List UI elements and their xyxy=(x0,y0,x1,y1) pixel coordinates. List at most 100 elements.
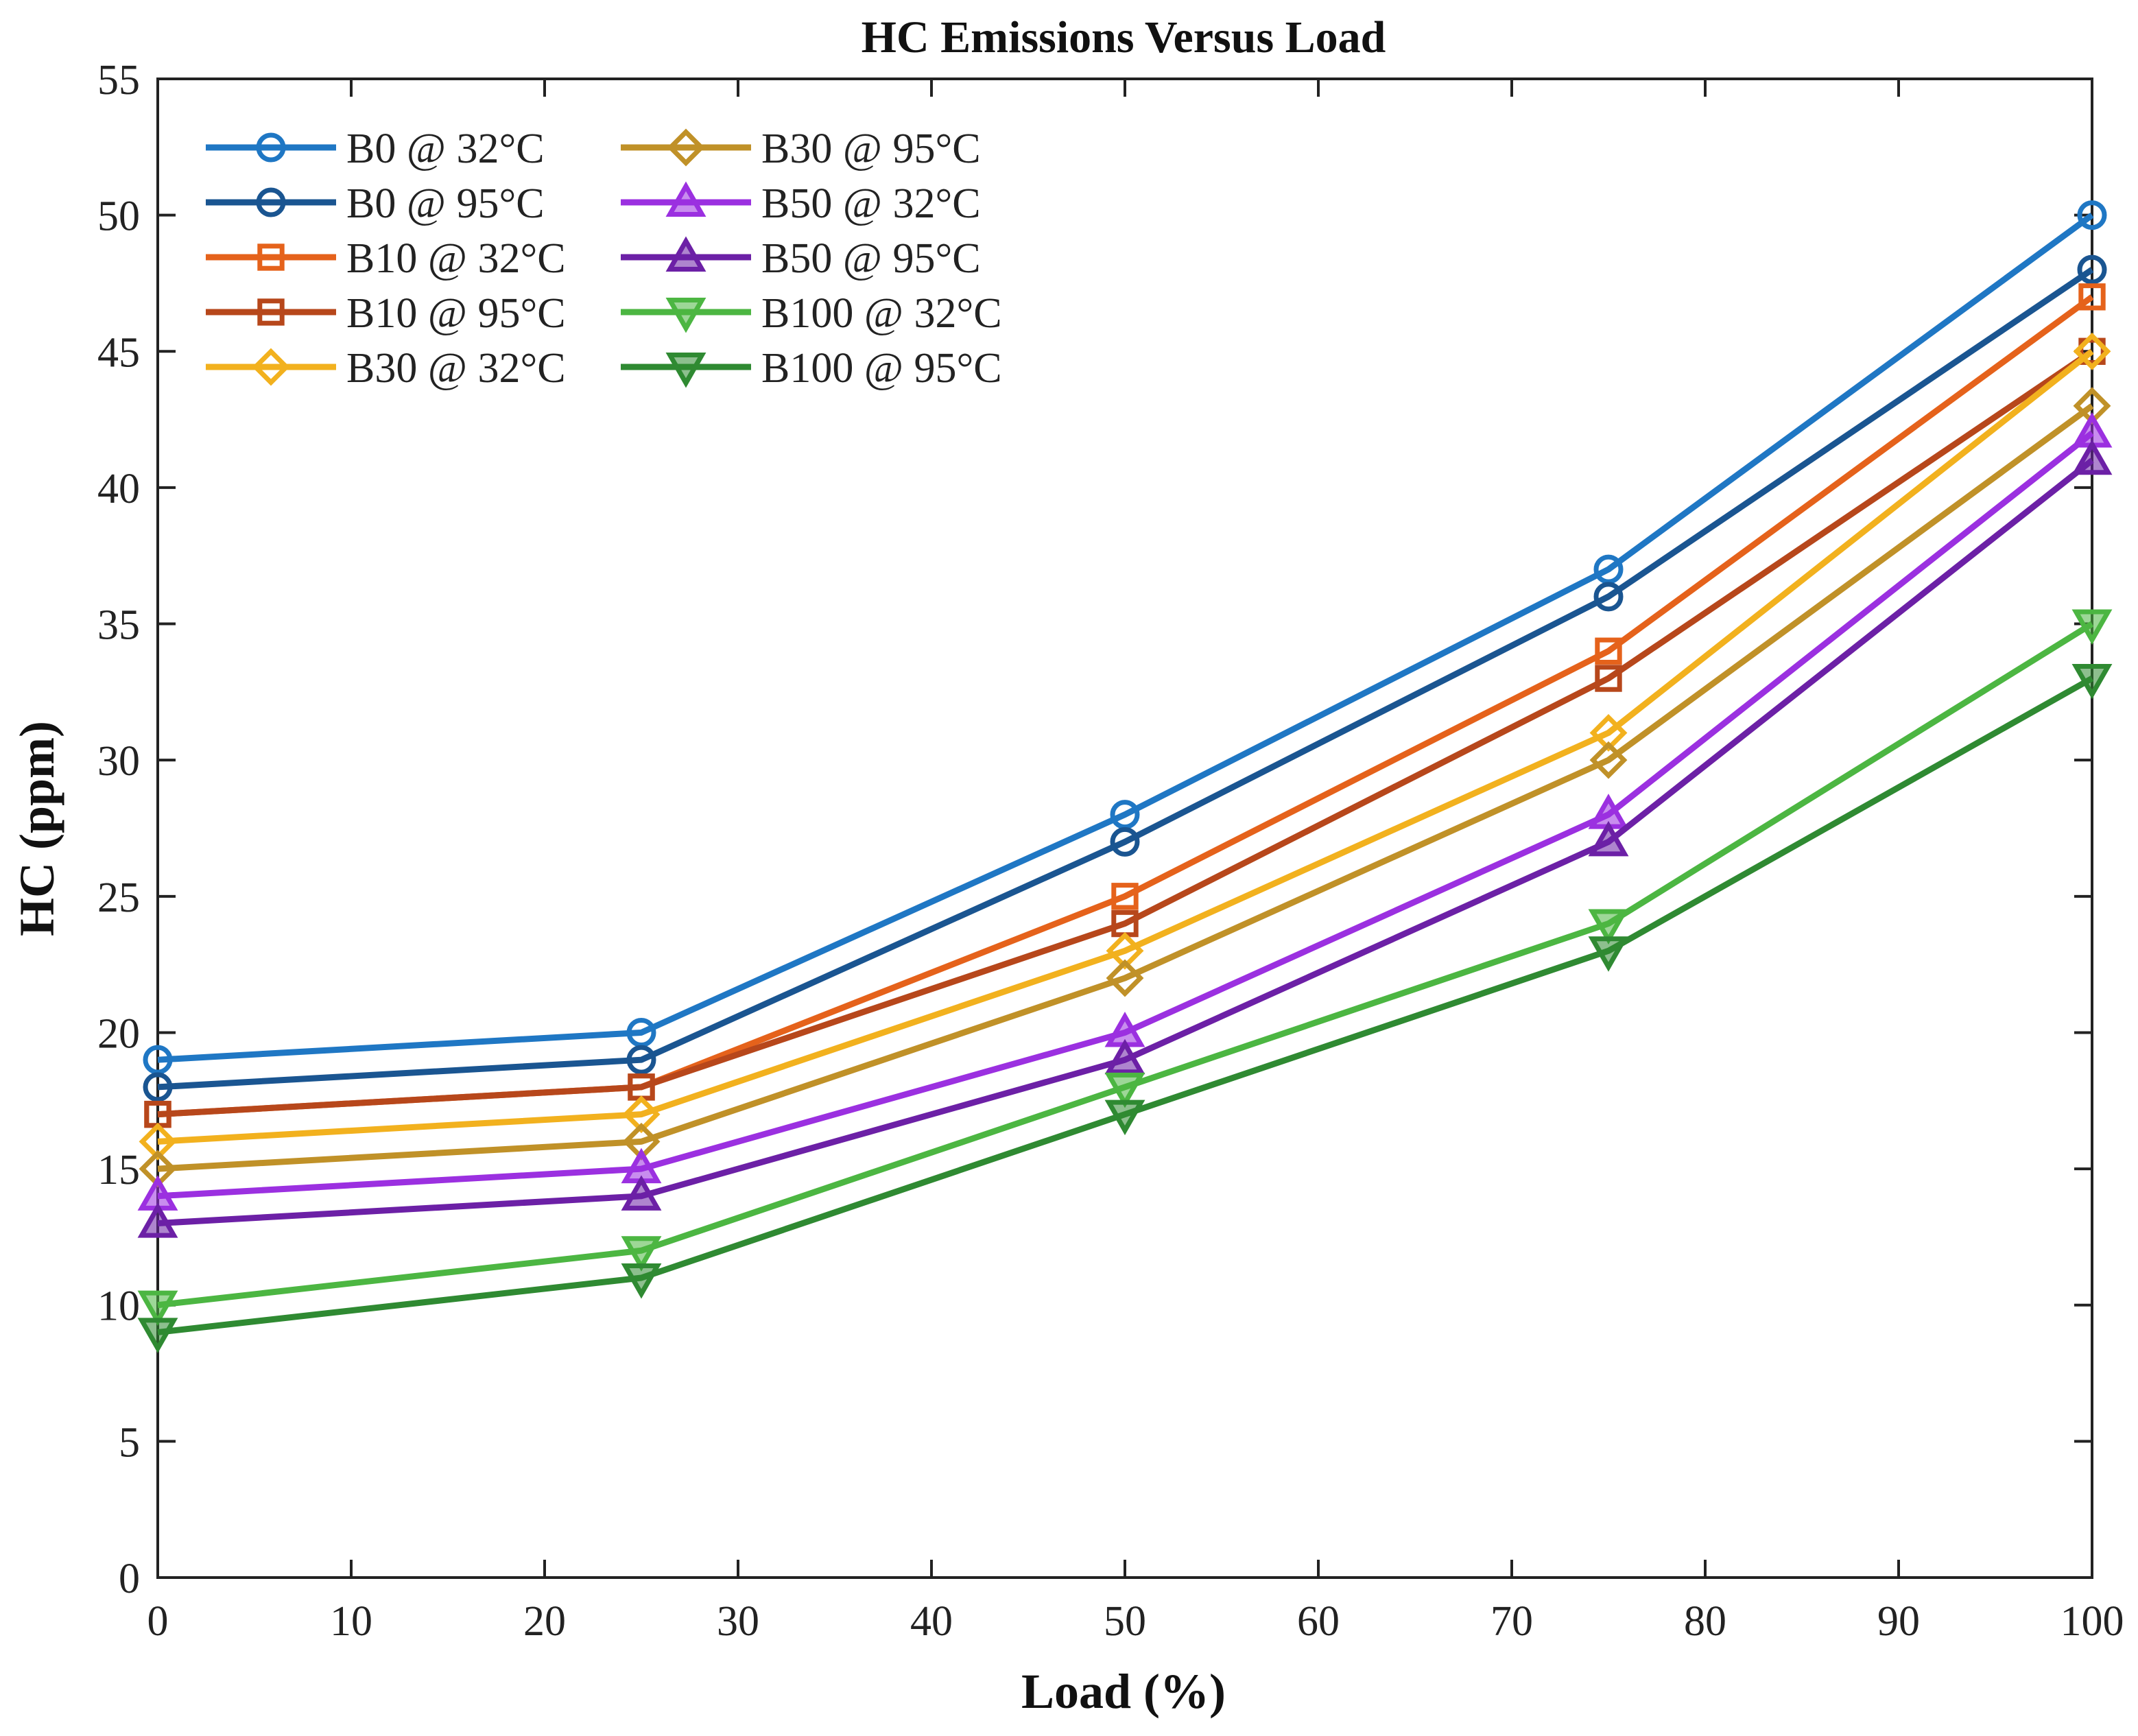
data-point xyxy=(1593,554,1624,584)
x-tick-label: 100 xyxy=(2060,1598,2124,1645)
series-line xyxy=(157,213,2094,1063)
data-point xyxy=(1588,909,1629,944)
legend-label: B0 @ 32°C xyxy=(346,126,545,172)
legend-swatch-marker xyxy=(667,128,705,167)
series-2 xyxy=(143,254,2107,1102)
legend-item: B50 @ 32°C xyxy=(621,180,981,227)
plot-area: 0 10 20 30 40 50 60 70 80 90 100 0 5 10 15 20 25 30 35 40 45… xyxy=(97,57,2124,1645)
legend-item: B30 @ 32°C xyxy=(206,345,566,392)
data-point xyxy=(139,1122,177,1161)
y-tick-label: 30 xyxy=(97,738,140,785)
legend-swatch-marker xyxy=(257,298,285,326)
legend-swatch-marker xyxy=(665,352,706,388)
series-9 xyxy=(137,609,2113,1327)
data-point xyxy=(2078,283,2106,311)
data-point xyxy=(1104,1038,1145,1075)
series-5 xyxy=(139,332,2111,1161)
data-point xyxy=(2078,337,2106,365)
y-tick-label: 25 xyxy=(97,875,140,921)
legend-swatch-marker xyxy=(257,243,285,271)
data-point xyxy=(1106,931,1144,970)
legend-swatch-marker xyxy=(665,181,706,217)
x-tick-label: 0 xyxy=(147,1598,169,1645)
x-tick-label: 40 xyxy=(910,1598,953,1645)
legend-item: B30 @ 95°C xyxy=(621,126,981,172)
series-line xyxy=(157,403,2094,1172)
series-line xyxy=(157,267,2094,1091)
data-point xyxy=(2071,439,2113,475)
series-8 xyxy=(137,439,2113,1238)
legend-item: B100 @ 32°C xyxy=(621,290,1002,337)
y-tick-label: 35 xyxy=(97,602,140,649)
data-point xyxy=(143,1045,173,1075)
y-tick-label: 20 xyxy=(97,1010,140,1057)
series-1 xyxy=(143,200,2107,1075)
legend-swatch-marker xyxy=(256,132,286,163)
legend-item: B0 @ 32°C xyxy=(206,126,545,172)
legend-item: B10 @ 95°C xyxy=(206,290,566,337)
data-point xyxy=(1111,883,1139,910)
y-tick-label: 55 xyxy=(97,57,140,104)
data-point xyxy=(1589,714,1628,752)
x-tick-label: 30 xyxy=(717,1598,759,1645)
data-point xyxy=(621,1263,662,1299)
x-tick-label: 60 xyxy=(1297,1598,1340,1645)
data-point xyxy=(1106,959,1144,997)
data-point xyxy=(2071,663,2113,700)
y-tick-label: 45 xyxy=(97,329,140,376)
x-tick-label: 90 xyxy=(1877,1598,1920,1645)
legend-label: B100 @ 95°C xyxy=(761,345,1002,392)
legend-item: B10 @ 32°C xyxy=(206,235,566,282)
legend-label: B50 @ 32°C xyxy=(761,180,981,227)
data-point xyxy=(626,1045,656,1075)
data-point xyxy=(2073,332,2111,370)
chart-title: HC Emissions Versus Load xyxy=(862,12,1386,62)
data-point xyxy=(1588,820,1629,857)
legend-swatch-marker xyxy=(665,236,706,272)
data-point xyxy=(2071,609,2113,645)
x-tick-label: 20 xyxy=(523,1598,566,1645)
data-point xyxy=(1593,582,1624,612)
legend-label: B50 @ 95°C xyxy=(761,235,981,282)
y-axis-label: HC (ppm) xyxy=(10,721,64,936)
data-point xyxy=(1595,665,1622,692)
data-point xyxy=(1104,1099,1145,1136)
legend-label: B10 @ 95°C xyxy=(346,290,566,337)
legend-label: B0 @ 95°C xyxy=(346,180,545,227)
data-point xyxy=(1588,936,1629,972)
legend-item: B0 @ 95°C xyxy=(206,180,545,227)
data-point xyxy=(1110,800,1140,830)
x-tick-label: 10 xyxy=(330,1598,372,1645)
legend-swatch-marker xyxy=(665,297,706,333)
legend-swatch-marker xyxy=(256,187,286,217)
legend-label: B10 @ 32°C xyxy=(346,235,566,282)
x-axis-label: Load (%) xyxy=(1021,1664,1226,1719)
data-point xyxy=(137,1318,178,1353)
legend: B0 @ 32°C B0 @ 95°C B10 @ 32°C B10 @ 95°C B3… xyxy=(206,126,1002,392)
series-line xyxy=(157,348,2094,1145)
legend-item: B100 @ 95°C xyxy=(621,345,1002,392)
legend-swatch-marker xyxy=(252,348,290,386)
data-point xyxy=(137,1202,178,1238)
y-tick-label: 10 xyxy=(97,1283,140,1330)
legend-label: B100 @ 32°C xyxy=(761,290,1002,337)
series-line xyxy=(157,348,2094,1118)
data-point xyxy=(621,1175,662,1211)
x-tick-label: 70 xyxy=(1490,1598,1533,1645)
y-tick-label: 0 xyxy=(119,1556,140,1602)
data-point xyxy=(621,1236,662,1272)
x-tick-label: 80 xyxy=(1684,1598,1726,1645)
legend-item: B50 @ 95°C xyxy=(621,235,981,282)
data-point xyxy=(143,1072,173,1102)
data-point xyxy=(1104,1072,1145,1108)
data-point xyxy=(2077,254,2107,285)
legend-label: B30 @ 95°C xyxy=(761,126,981,172)
y-tick-label: 40 xyxy=(97,466,140,512)
y-tick-label: 5 xyxy=(119,1419,140,1466)
series-10 xyxy=(137,663,2113,1353)
data-point xyxy=(1589,741,1628,779)
legend-label: B30 @ 32°C xyxy=(346,345,566,392)
data-point xyxy=(622,1095,661,1134)
data-point xyxy=(2077,200,2107,230)
